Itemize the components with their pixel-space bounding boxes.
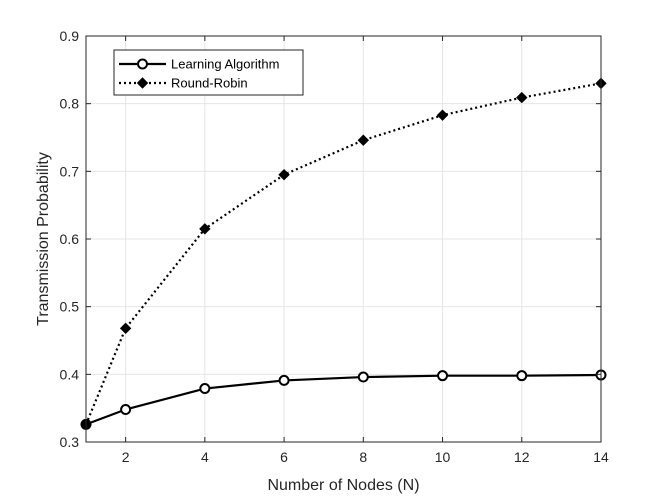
data-point [199, 383, 211, 395]
series-line [85, 373, 602, 426]
y-axis-label: Transmission Probability [35, 152, 52, 326]
x-axis: 2 4 6 8 10 12 14 [122, 36, 609, 465]
legend: Learning Algorithm Round-Robin [113, 49, 304, 96]
data-point [278, 169, 290, 181]
data-point [120, 404, 132, 416]
y-axis: 0.3 0.4 0.5 0.6 0.7 0.8 0.9 [60, 28, 601, 450]
y-tick-label: 0.9 [60, 28, 80, 44]
data-point [357, 371, 369, 383]
data-point [357, 134, 370, 146]
y-tick-label: 0.8 [60, 96, 80, 112]
y-tick-label: 0.3 [60, 434, 80, 450]
series-line [84, 82, 602, 425]
data-point [516, 91, 528, 104]
x-tick-label: 8 [359, 449, 367, 465]
legend-marker [137, 58, 148, 70]
x-tick-label: 4 [201, 449, 209, 465]
legend-marker [136, 77, 149, 89]
data-point [278, 374, 290, 386]
x-tick-label: 6 [280, 449, 288, 465]
data-point [436, 109, 449, 121]
x-tick-label: 10 [435, 449, 451, 465]
legend-box [113, 49, 304, 96]
legend-label: Learning Algorithm [171, 57, 279, 72]
x-tick-label: 2 [122, 449, 130, 465]
data-point [516, 370, 528, 382]
x-tick-label: 14 [593, 449, 609, 465]
data-point [437, 370, 449, 382]
x-tick-label: 12 [514, 449, 530, 465]
y-tick-label: 0.4 [60, 366, 80, 382]
legend-label: Round-Robin [171, 76, 248, 91]
y-tick-label: 0.7 [60, 163, 80, 179]
series-layer [80, 77, 607, 431]
data-point [119, 322, 132, 335]
y-tick-label: 0.5 [60, 299, 80, 315]
x-axis-label: Number of Nodes (N) [267, 477, 419, 494]
y-tick-label: 0.6 [60, 231, 80, 247]
data-point [199, 223, 211, 235]
